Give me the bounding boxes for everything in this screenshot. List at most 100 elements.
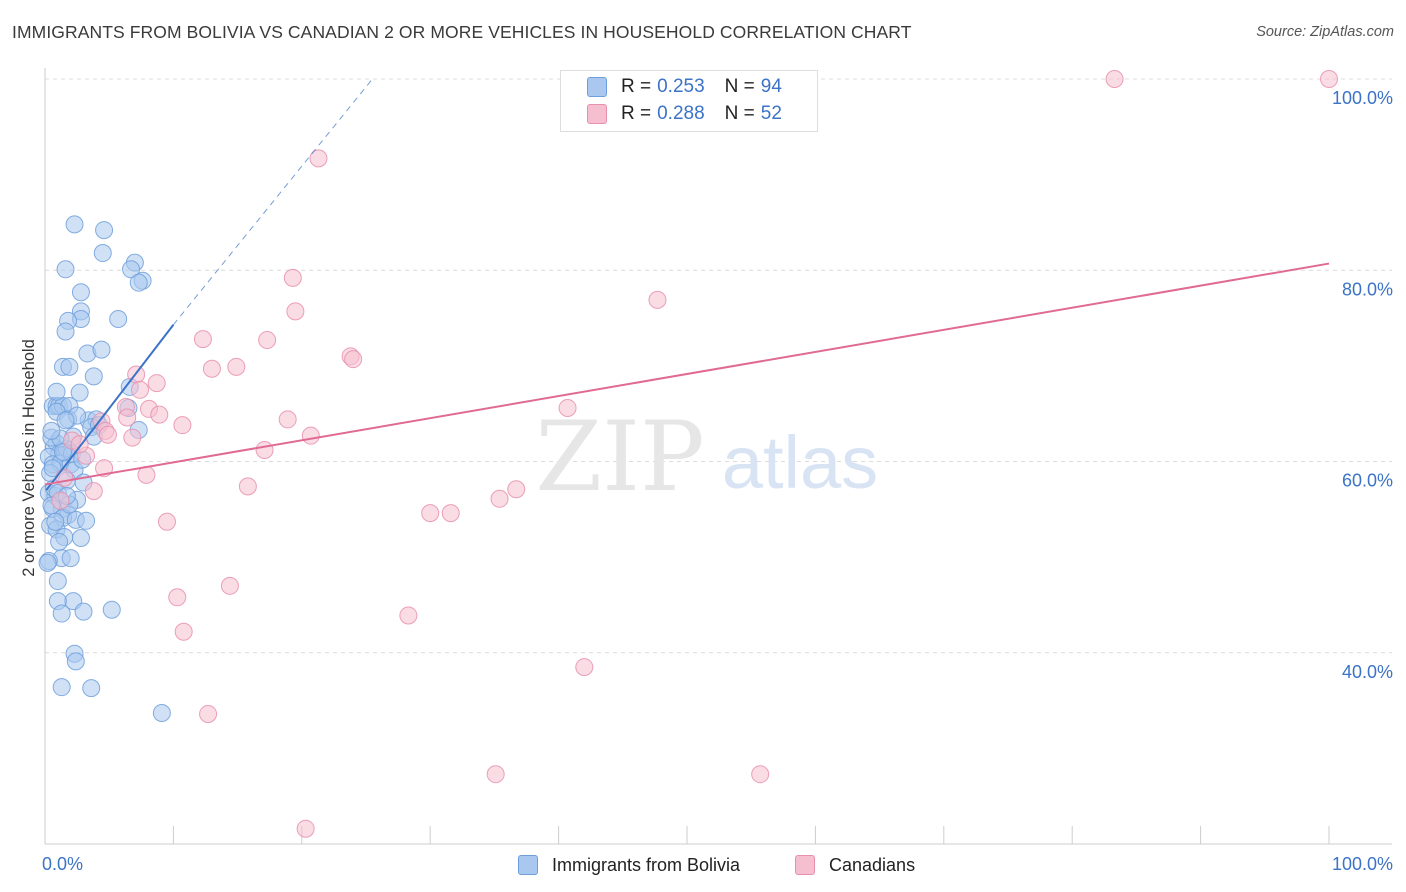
canadians-point [507,480,526,499]
canadians-point [157,512,176,531]
r-label: R = [621,103,652,124]
y-tick-label: 60.0% [1342,471,1393,491]
bolivia-point [152,703,171,722]
axes [44,68,1392,845]
canadians-point [95,459,114,478]
bolivia-point [47,382,66,401]
bolivia-trend-extension [173,78,373,326]
bolivia-point [52,678,71,697]
canadians-point [174,622,193,641]
bolivia-trend-line [45,324,175,491]
canadians-point [558,398,577,417]
y-axis-label: 2 or more Vehicles in Household [20,339,38,577]
bolivia-point [84,367,103,386]
bolivia-point [74,602,93,621]
stats-legend-row-bolivia: R = 0.253 N = 94 [587,75,802,99]
bolivia-point [48,572,67,591]
bolivia-point [82,679,101,698]
bolivia-point [52,604,71,623]
canadians-point [193,330,212,349]
bolivia-point [71,283,90,302]
y-tick-label: 40.0% [1342,662,1393,682]
bolivia-point [38,553,57,572]
canadians-point [441,504,460,523]
canadians-point [123,428,142,447]
bolivia-point [42,421,61,440]
canadians-point [238,477,257,496]
canadians-point [118,408,137,427]
bolivia-point [129,273,148,292]
legend-item-bolivia[interactable]: Immigrants from Bolivia [518,852,740,878]
bolivia-point [109,310,128,329]
canadians-point [399,606,418,625]
grid-lines [45,78,1392,654]
canadians-point [51,491,70,510]
chart-title: IMMIGRANTS FROM BOLIVIA VS CANADIAN 2 OR… [12,22,912,42]
tick-labels: 40.0% 60.0% 80.0% 100.0% 0.0% 100.0% [42,88,1393,874]
r-value: 0.288 [657,103,705,124]
canadians-point [168,588,187,607]
canadians-point [575,658,594,677]
canadians-legend-swatch [795,855,815,875]
y-tick-label: 80.0% [1342,279,1393,299]
bolivia-point [50,532,69,551]
canadians-point [131,380,150,399]
trend-lines [44,78,1330,491]
watermark: ZIP atlas [535,401,878,513]
bolivia-legend-swatch [518,855,538,875]
n-label: N = [724,76,755,97]
canadians-point [147,374,166,393]
bolivia-point [60,357,79,376]
canadians-point [227,357,246,376]
bolivia-point [77,511,96,530]
r-label: R = [621,76,652,97]
n-value: 52 [760,103,782,124]
canadians-point [283,268,302,287]
legend-label-bolivia: Immigrants from Bolivia [552,854,741,875]
canadians-point [490,489,509,508]
bolivia-point [43,459,62,478]
bolivia-point [56,260,75,279]
bolivia-point [56,411,75,430]
canadians-point [344,350,363,369]
canadians-point [150,405,169,424]
n-value: 94 [760,76,782,97]
canadians-point [309,149,328,168]
bolivia-swatch [587,77,607,97]
bolivia-point [65,215,84,234]
canadians-trend-line [44,262,1330,486]
canadians-point [255,441,274,460]
y-axis-label-group: 2 or more Vehicles in Household [20,339,38,577]
bolivia-point [70,383,89,402]
bolivia-point [56,322,75,341]
bolivia-point [122,260,141,279]
source-note: Source: ZipAtlas.com [1256,24,1394,40]
canadians-point [1320,70,1338,88]
bolivia-point [95,221,114,240]
bolivia-point [61,549,80,568]
canadians-point [486,765,505,784]
canadians-point [648,290,667,309]
legend-item-canadians[interactable]: Canadians [795,852,915,878]
canadians-point [286,302,305,321]
watermark-zip: ZIP [535,401,704,513]
n-label: N = [724,103,755,124]
canadians-swatch [587,104,607,124]
watermark-atlas: atlas [722,421,878,504]
canadians-point [1105,70,1124,88]
bolivia-point [46,512,65,531]
y-tick-label: 100.0% [1332,88,1393,108]
canadians-point [199,704,218,723]
canadians-point [173,416,192,435]
canadians-point [55,468,74,487]
canadians-point [84,482,103,501]
canadians-point [202,359,221,378]
canadians-point [296,819,315,838]
bolivia-point [71,529,90,547]
canadians-point [301,426,320,445]
x-tick-label: 0.0% [42,854,83,874]
bolivia-point [93,244,112,263]
canadians-point [258,331,277,350]
r-value: 0.253 [657,76,705,97]
